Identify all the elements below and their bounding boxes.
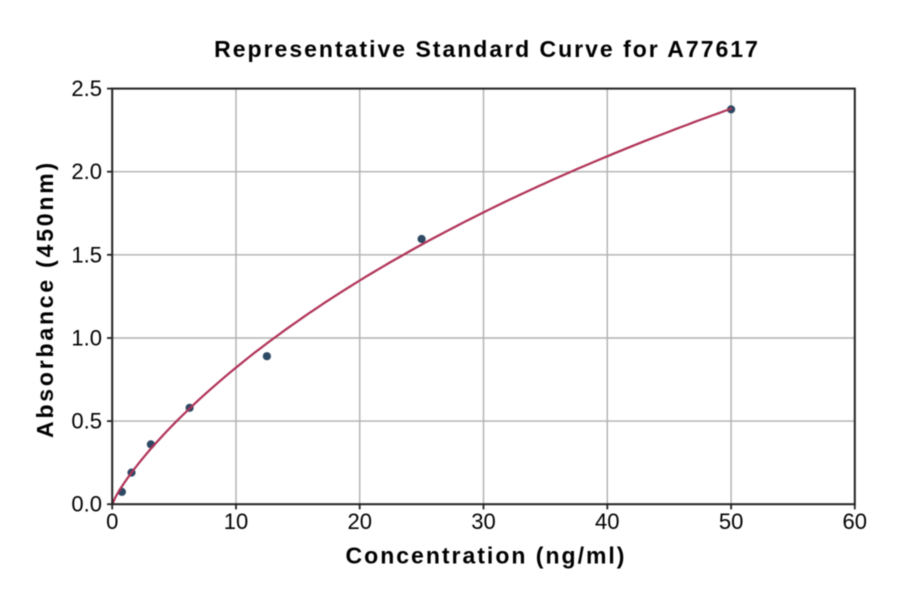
svg-text:Concentration (ng/ml): Concentration (ng/ml)	[346, 543, 627, 569]
svg-text:0: 0	[106, 509, 118, 534]
svg-text:0.0: 0.0	[71, 492, 102, 517]
svg-text:0.5: 0.5	[71, 409, 102, 434]
svg-text:20: 20	[347, 509, 371, 534]
svg-text:1.5: 1.5	[71, 242, 102, 267]
svg-text:2.0: 2.0	[71, 159, 102, 184]
svg-text:2.5: 2.5	[71, 76, 102, 101]
svg-text:Representative Standard Curve: Representative Standard Curve for A77617	[214, 36, 760, 62]
svg-text:Absorbance (450nm): Absorbance (450nm)	[32, 160, 58, 438]
svg-text:1.0: 1.0	[71, 326, 102, 351]
svg-text:50: 50	[719, 509, 743, 534]
svg-text:40: 40	[595, 509, 619, 534]
svg-text:60: 60	[843, 509, 867, 534]
svg-text:10: 10	[224, 509, 248, 534]
svg-text:30: 30	[471, 509, 495, 534]
